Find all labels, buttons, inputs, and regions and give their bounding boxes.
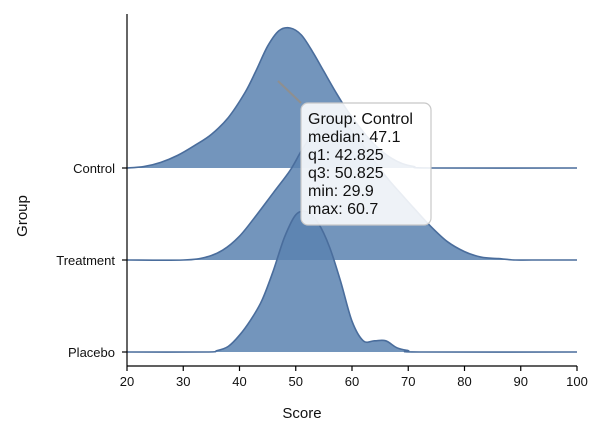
x-ticks: 20 30 40 50 60 70 80 90 100	[120, 366, 588, 389]
tooltip-line: q1: 42.825	[308, 147, 384, 164]
x-tick-label: 50	[289, 374, 303, 389]
tooltip-pointer	[277, 80, 302, 104]
tooltip-line: median: 47.1	[308, 129, 401, 146]
x-tick-label: 100	[566, 374, 588, 389]
y-ticks: Control Treatment Placebo	[56, 161, 127, 360]
tooltip-line: Group: Control	[308, 111, 413, 128]
y-tick-label: Control	[73, 161, 115, 176]
y-tick-label: Treatment	[56, 253, 115, 268]
x-tick-label: 20	[120, 374, 134, 389]
x-tick-label: 70	[401, 374, 415, 389]
tooltip: Group: Control median: 47.1 q1: 42.825 q…	[277, 80, 432, 226]
x-tick-label: 30	[176, 374, 190, 389]
tooltip-line: q3: 50.825	[308, 165, 384, 182]
ridge-area-control[interactable]	[127, 27, 577, 169]
x-axis-title: Score	[282, 405, 321, 422]
tooltip-line: max: 60.7	[308, 201, 378, 218]
x-tick-label: 80	[457, 374, 471, 389]
y-axis-title: Group	[14, 195, 31, 237]
x-tick-label: 40	[232, 374, 246, 389]
tooltip-box	[300, 102, 432, 226]
y-tick-label: Placebo	[68, 345, 115, 360]
x-tick-label: 60	[345, 374, 359, 389]
x-tick-label: 90	[514, 374, 528, 389]
ridge-area-placebo[interactable]	[127, 211, 577, 353]
tooltip-line: min: 29.9	[308, 183, 374, 200]
